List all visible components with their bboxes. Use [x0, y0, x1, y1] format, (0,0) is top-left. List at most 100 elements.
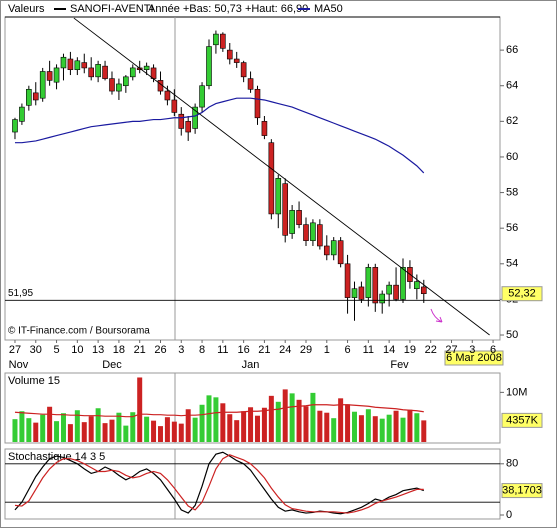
- candle-body: [233, 58, 240, 63]
- x-tick-label: 27: [445, 344, 457, 356]
- candle-body: [60, 56, 67, 69]
- candle-body: [88, 67, 94, 78]
- y-tick-label: 54: [506, 258, 518, 270]
- volume-bar: [157, 426, 163, 442]
- candle-body: [19, 106, 25, 122]
- candle-body: [67, 58, 74, 71]
- last-value-label: 4357K: [506, 414, 538, 426]
- line-series: [14, 451, 424, 515]
- volume-bar: [40, 414, 46, 442]
- volume-bar: [26, 418, 32, 442]
- x-tick-label: 1: [324, 344, 330, 356]
- candle-body: [261, 121, 268, 136]
- y-tick-label: 60: [506, 151, 518, 163]
- line-series: [14, 454, 424, 514]
- volume-bar: [171, 421, 177, 442]
- candle-body: [310, 222, 316, 241]
- header-label: Valeurs: [8, 3, 45, 15]
- y-tick-label: 80: [506, 458, 518, 470]
- candle-body: [123, 76, 129, 87]
- volume-bar: [365, 409, 371, 442]
- volume-bar: [109, 419, 115, 442]
- candle-body: [206, 46, 212, 87]
- candle-body: [296, 210, 302, 225]
- volume-bar: [296, 399, 302, 442]
- candle-body: [109, 78, 115, 92]
- x-tick-label: 11: [217, 344, 228, 356]
- y-tick-label: 66: [506, 44, 518, 56]
- volume-bar: [421, 420, 427, 442]
- volume-panel: [4, 372, 501, 444]
- candle-body: [12, 119, 18, 133]
- month-label: Jan: [242, 359, 260, 371]
- volume-bar: [116, 412, 122, 442]
- month-label: Fev: [390, 359, 409, 371]
- volume-bar: [192, 417, 198, 442]
- volume-bar: [206, 395, 212, 442]
- x-tick-label: 5: [53, 344, 59, 356]
- header-subtitle: Année +Bas: 50,73 +Haut: 66,90: [148, 3, 308, 15]
- candle-body: [171, 99, 178, 113]
- volume-bar: [282, 389, 288, 442]
- candle-body: [365, 267, 372, 298]
- x-tick-label: 19: [404, 344, 416, 356]
- last-value-label: 52,32: [508, 288, 536, 300]
- candle-body: [240, 62, 247, 78]
- candle-body: [351, 288, 358, 298]
- volume-bar: [67, 424, 73, 442]
- y-tick-label: 0: [506, 509, 512, 521]
- y-tick-label: 62: [506, 115, 518, 127]
- volume-bar: [137, 377, 143, 442]
- volume-bar: [33, 422, 39, 442]
- candle-body: [116, 83, 122, 92]
- volume-bar: [248, 407, 254, 442]
- x-tick-label: 22: [425, 344, 437, 356]
- volume-bar: [199, 404, 205, 442]
- volume-bar: [185, 409, 191, 442]
- candle-body: [358, 286, 365, 300]
- x-tick-label: 6: [490, 344, 496, 356]
- volume-bar: [331, 418, 337, 442]
- candle-body: [164, 90, 171, 101]
- x-tick-label: 16: [238, 344, 250, 356]
- volume-bar: [144, 416, 150, 442]
- candle-body: [143, 65, 150, 71]
- volume-bar: [234, 420, 240, 442]
- candle-body: [414, 281, 420, 290]
- y-tick-label: 58: [506, 186, 518, 198]
- candle-body: [129, 67, 136, 78]
- y-tick-label: 56: [506, 222, 518, 234]
- line-series: [14, 97, 425, 174]
- candle-body: [46, 71, 53, 81]
- candle-body: [81, 62, 88, 69]
- candle-body: [220, 33, 226, 49]
- volume-bar: [123, 425, 129, 442]
- candle-body: [199, 85, 205, 108]
- candle-body: [102, 65, 108, 79]
- volume-bar: [379, 418, 385, 442]
- candle-body: [268, 142, 275, 215]
- volume-bar: [324, 412, 330, 442]
- x-tick-label: 13: [92, 344, 104, 356]
- volume-bar: [47, 406, 53, 442]
- volume-bar: [213, 397, 219, 442]
- volume-bar: [289, 393, 295, 442]
- x-tick-label: 8: [199, 344, 205, 356]
- candle-body: [344, 263, 351, 298]
- x-tick-label: 21: [134, 344, 146, 356]
- candle-body: [185, 121, 191, 133]
- volume-bar: [95, 408, 101, 442]
- volume-bar: [414, 413, 420, 442]
- last-value-box: [501, 286, 543, 302]
- volume-bar: [261, 407, 267, 442]
- candle-body: [330, 240, 337, 256]
- volume-bar: [310, 392, 316, 442]
- y-tick-label: 64: [506, 80, 518, 92]
- stochastic-panel: [4, 448, 501, 520]
- volume-bar: [102, 423, 108, 442]
- candle-body: [289, 210, 295, 234]
- volume-bar: [19, 411, 25, 442]
- x-tick-label: 3: [469, 344, 475, 356]
- volume-bar: [345, 404, 351, 442]
